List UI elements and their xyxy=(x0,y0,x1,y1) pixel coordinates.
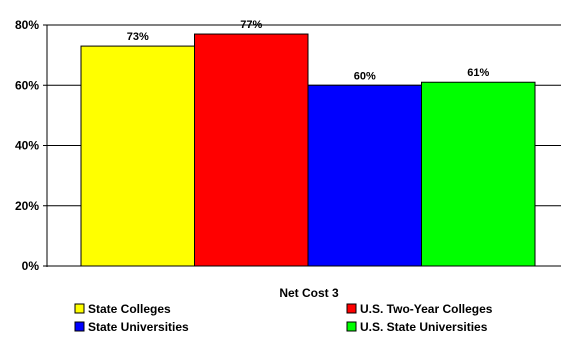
legend-label: U.S. State Universities xyxy=(360,320,488,334)
y-tick-label: 60% xyxy=(15,78,39,92)
data-label: 73% xyxy=(127,31,149,43)
legend-label: U.S. Two-Year Colleges xyxy=(360,302,493,316)
axes xyxy=(43,24,48,267)
legend-swatch xyxy=(74,303,85,314)
data-label: 60% xyxy=(354,70,376,82)
bars xyxy=(80,33,536,267)
legend-label: State Colleges xyxy=(88,302,171,316)
legend-label: State Universities xyxy=(88,320,189,334)
legend-item: U.S. Two-Year Colleges xyxy=(346,302,493,316)
data-label: 61% xyxy=(467,67,489,79)
legend-swatch xyxy=(346,321,357,332)
data-labels: 73% 77% 60% 61% xyxy=(127,19,490,82)
y-tick-label: 0% xyxy=(22,259,40,273)
legend-swatch xyxy=(74,321,85,332)
legend-swatch xyxy=(346,303,357,314)
bar-4 xyxy=(421,81,536,267)
x-category-label: Net Cost 3 xyxy=(279,286,339,300)
data-label: 77% xyxy=(240,19,262,31)
bar-1 xyxy=(80,45,195,267)
legend-item: U.S. State Universities xyxy=(346,320,488,334)
legend-item: State Colleges xyxy=(74,302,171,316)
legend-item: State Universities xyxy=(74,320,189,334)
y-tick-labels: 0% 20% 40% 60% 80% xyxy=(15,18,39,273)
bar-3 xyxy=(307,84,422,267)
y-tick-label: 40% xyxy=(15,139,39,153)
legend: State Colleges U.S. Two-Year Colleges Stat… xyxy=(74,302,493,334)
bar-2 xyxy=(194,33,309,267)
y-tick-label: 20% xyxy=(15,199,39,213)
y-tick-label: 80% xyxy=(15,18,39,32)
